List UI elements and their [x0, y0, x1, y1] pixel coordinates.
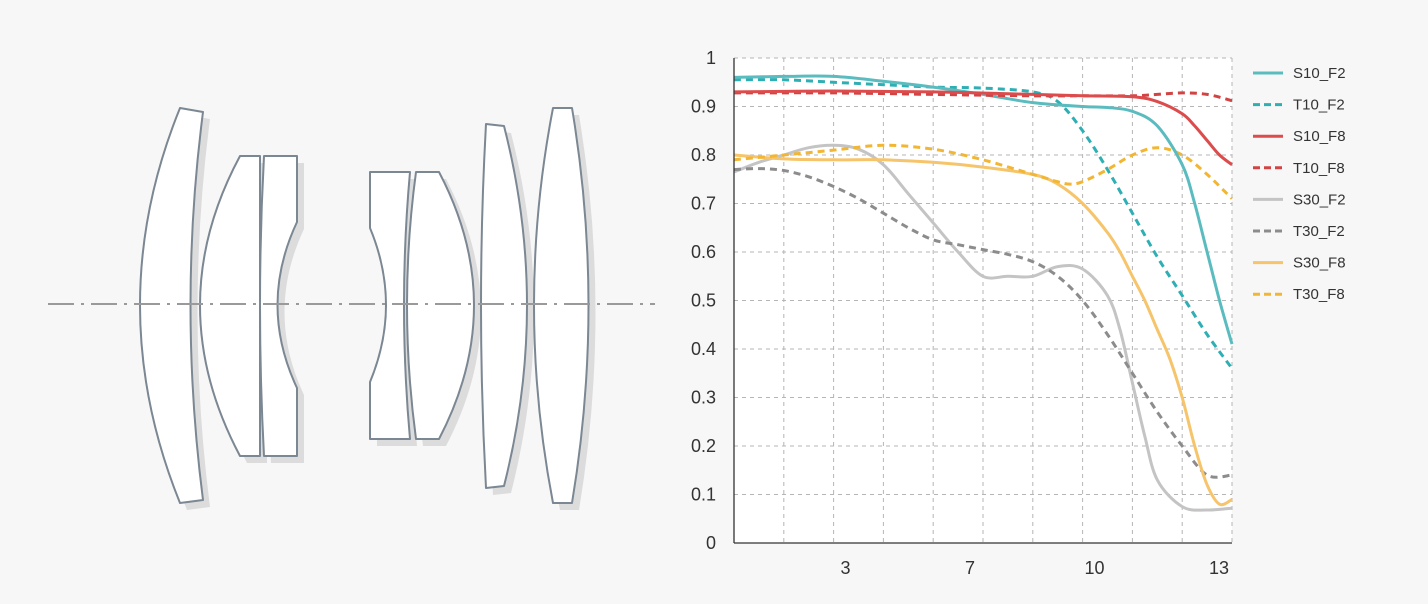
y-tick-labels: 0 0.1 0.2 0.3 0.4 0.5 0.6 0.7 0.8 0.9 1: [691, 48, 716, 553]
legend-item-t10-f2: T10_F2: [1253, 97, 1345, 114]
grid-lines: [734, 57, 1233, 543]
legend-label: S30_F2: [1293, 191, 1346, 208]
y-tick-label: 0.6: [691, 242, 716, 262]
x-tick-label: 13: [1209, 558, 1229, 578]
legend-label: T10_F8: [1293, 160, 1345, 177]
lens-elements: [139, 107, 590, 504]
series-line-t30-f2: [733, 167, 1233, 479]
series-lines: [733, 74, 1234, 512]
legend: S10_F2 T10_F2 S10_F8 T10_F8 S30_F2 T30_F2 S30_…: [1253, 65, 1346, 303]
series-line-t10-f8: [733, 91, 1233, 103]
legend-item-t30-f2: T30_F2: [1253, 223, 1345, 240]
lens-element-6: [480, 123, 528, 489]
legend-item-s10-f8: S10_F8: [1253, 128, 1346, 145]
legend-label: T30_F8: [1293, 286, 1345, 303]
lens-element-5: [406, 171, 475, 440]
legend-label: T10_F2: [1293, 97, 1345, 114]
x-tick-label: 3: [840, 558, 850, 578]
lens-element-1: [139, 107, 204, 504]
legend-item-s30-f2: S30_F2: [1253, 191, 1346, 208]
y-tick-label: 0.1: [691, 485, 716, 505]
legend-item-s30-f8: S30_F8: [1253, 255, 1346, 272]
legend-item-t10-f8: T10_F8: [1253, 160, 1345, 177]
legend-item-s10-f2: S10_F2: [1253, 65, 1346, 82]
series-line-s30-f8: [733, 153, 1233, 507]
lens-element-2: [199, 155, 261, 457]
lens-element-4: [369, 171, 411, 440]
series-line-s10-f8: [733, 89, 1233, 166]
y-tick-label: 0.3: [691, 388, 716, 408]
lens-element-7: [533, 107, 590, 504]
y-tick-label: 0.5: [691, 291, 716, 311]
axes: [733, 58, 1232, 544]
legend-label: S30_F8: [1293, 255, 1346, 272]
mtf-chart: 0 0.1 0.2 0.3 0.4 0.5 0.6 0.7 0.8 0.9 1 3 7 10 13: [691, 48, 1234, 578]
series-line-s30-f2: [733, 143, 1233, 512]
series-line-t10-f2: [733, 78, 1234, 370]
x-tick-label: 7: [965, 558, 975, 578]
y-tick-label: 0.8: [691, 145, 716, 165]
legend-item-t30-f8: T30_F8: [1253, 286, 1345, 303]
y-tick-label: 0: [706, 533, 716, 553]
y-tick-label: 0.4: [691, 339, 716, 359]
legend-label: S10_F2: [1293, 65, 1346, 82]
lens-diagram: [48, 107, 655, 510]
lens-element-3: [259, 155, 298, 457]
y-tick-label: 0.7: [691, 194, 716, 214]
legend-label: S10_F8: [1293, 128, 1346, 145]
x-tick-label: 10: [1084, 558, 1104, 578]
series-line-s10-f2: [733, 74, 1234, 345]
series-line-t30-f8: [733, 143, 1234, 200]
legend-label: T30_F2: [1293, 223, 1345, 240]
y-tick-label: 0.2: [691, 436, 716, 456]
x-tick-labels: 3 7 10 13: [840, 558, 1229, 578]
y-tick-label: 0.9: [691, 97, 716, 117]
y-tick-label: 1: [706, 48, 716, 68]
